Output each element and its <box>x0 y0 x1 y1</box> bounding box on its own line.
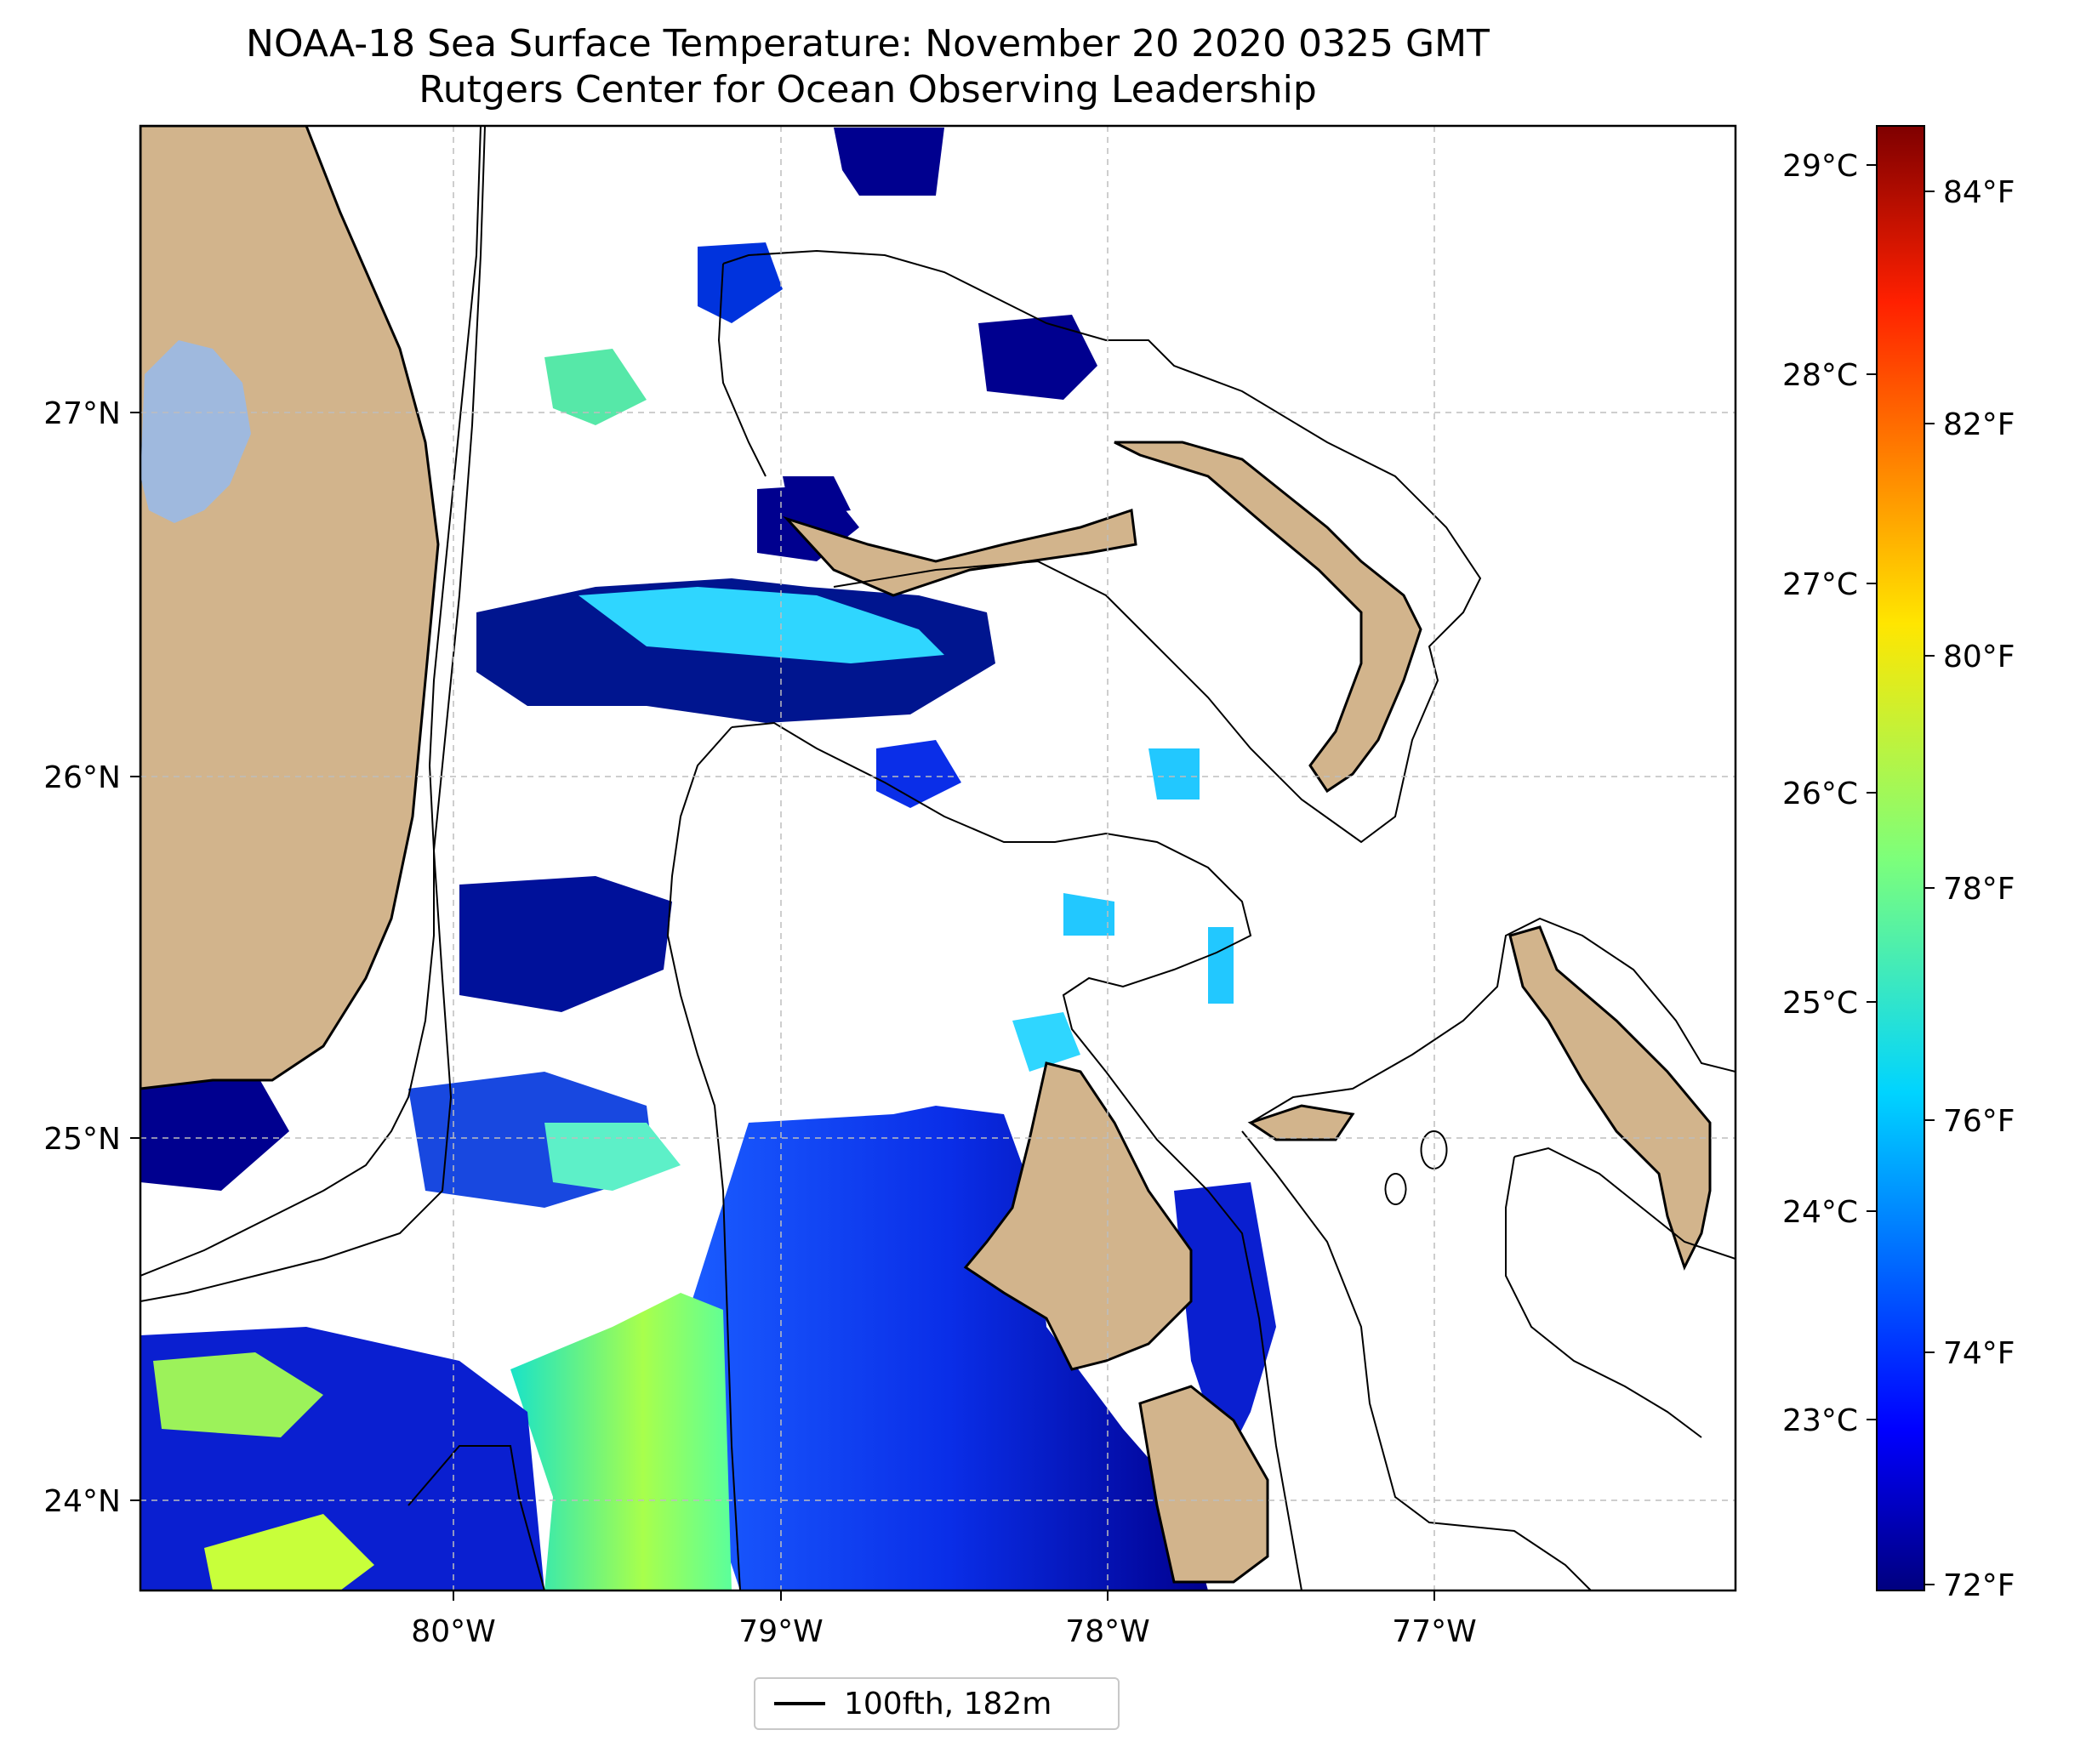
map-gridlines <box>140 126 1735 1590</box>
celsius-tick-label: 26°C <box>1782 777 1858 811</box>
sst-field <box>140 128 1276 1590</box>
axis-ticks <box>130 412 1435 1601</box>
celsius-tick-label: 23°C <box>1782 1403 1858 1438</box>
fahrenheit-tick-label: 74°F <box>1943 1336 2015 1371</box>
map-subtitle: Rutgers Center for Ocean Observing Leade… <box>419 68 1317 111</box>
map-legend: 100fth, 182m <box>754 1677 1120 1730</box>
legend-line-swatch <box>774 1702 825 1705</box>
map-title: NOAA-18 Sea Surface Temperature: Novembe… <box>246 22 1490 65</box>
fahrenheit-tick-label: 80°F <box>1943 640 2015 674</box>
x-tick-label: 78°W <box>1065 1614 1149 1649</box>
x-tick-label: 80°W <box>411 1614 495 1649</box>
fahrenheit-tick-label: 76°F <box>1943 1104 2015 1139</box>
fahrenheit-tick-label: 82°F <box>1943 407 2015 442</box>
map-plot-area <box>140 126 1735 1590</box>
celsius-tick-label: 27°C <box>1782 567 1858 602</box>
celsius-tick-label: 24°C <box>1782 1195 1858 1230</box>
colorbar-ticks <box>1867 164 1935 1585</box>
celsius-tick-label: 28°C <box>1782 358 1858 393</box>
legend-label: 100fth, 182m <box>844 1686 1052 1721</box>
y-tick-label: 27°N <box>43 396 121 431</box>
y-tick-label: 26°N <box>43 760 121 795</box>
colorbar-gradient <box>1876 125 1925 1591</box>
x-tick-label: 77°W <box>1392 1614 1476 1649</box>
lake-okeechobee <box>140 340 251 523</box>
fahrenheit-tick-label: 78°F <box>1943 872 2015 907</box>
colorbar: 29°C 28°C 27°C 26°C 25°C 24°C 23°C 84°F … <box>1782 125 2015 1603</box>
celsius-tick-label: 25°C <box>1782 986 1858 1021</box>
isobath-100fth <box>140 126 1735 1590</box>
celsius-tick-label: 29°C <box>1782 149 1858 184</box>
x-tick-label: 79°W <box>738 1614 823 1649</box>
bahamas-islands <box>783 441 1712 1584</box>
fahrenheit-tick-label: 84°F <box>1943 175 2015 210</box>
map-frame <box>139 124 1737 1592</box>
fahrenheit-tick-label: 72°F <box>1943 1568 2015 1603</box>
y-tick-label: 25°N <box>43 1122 121 1157</box>
y-tick-label: 24°N <box>43 1484 121 1519</box>
